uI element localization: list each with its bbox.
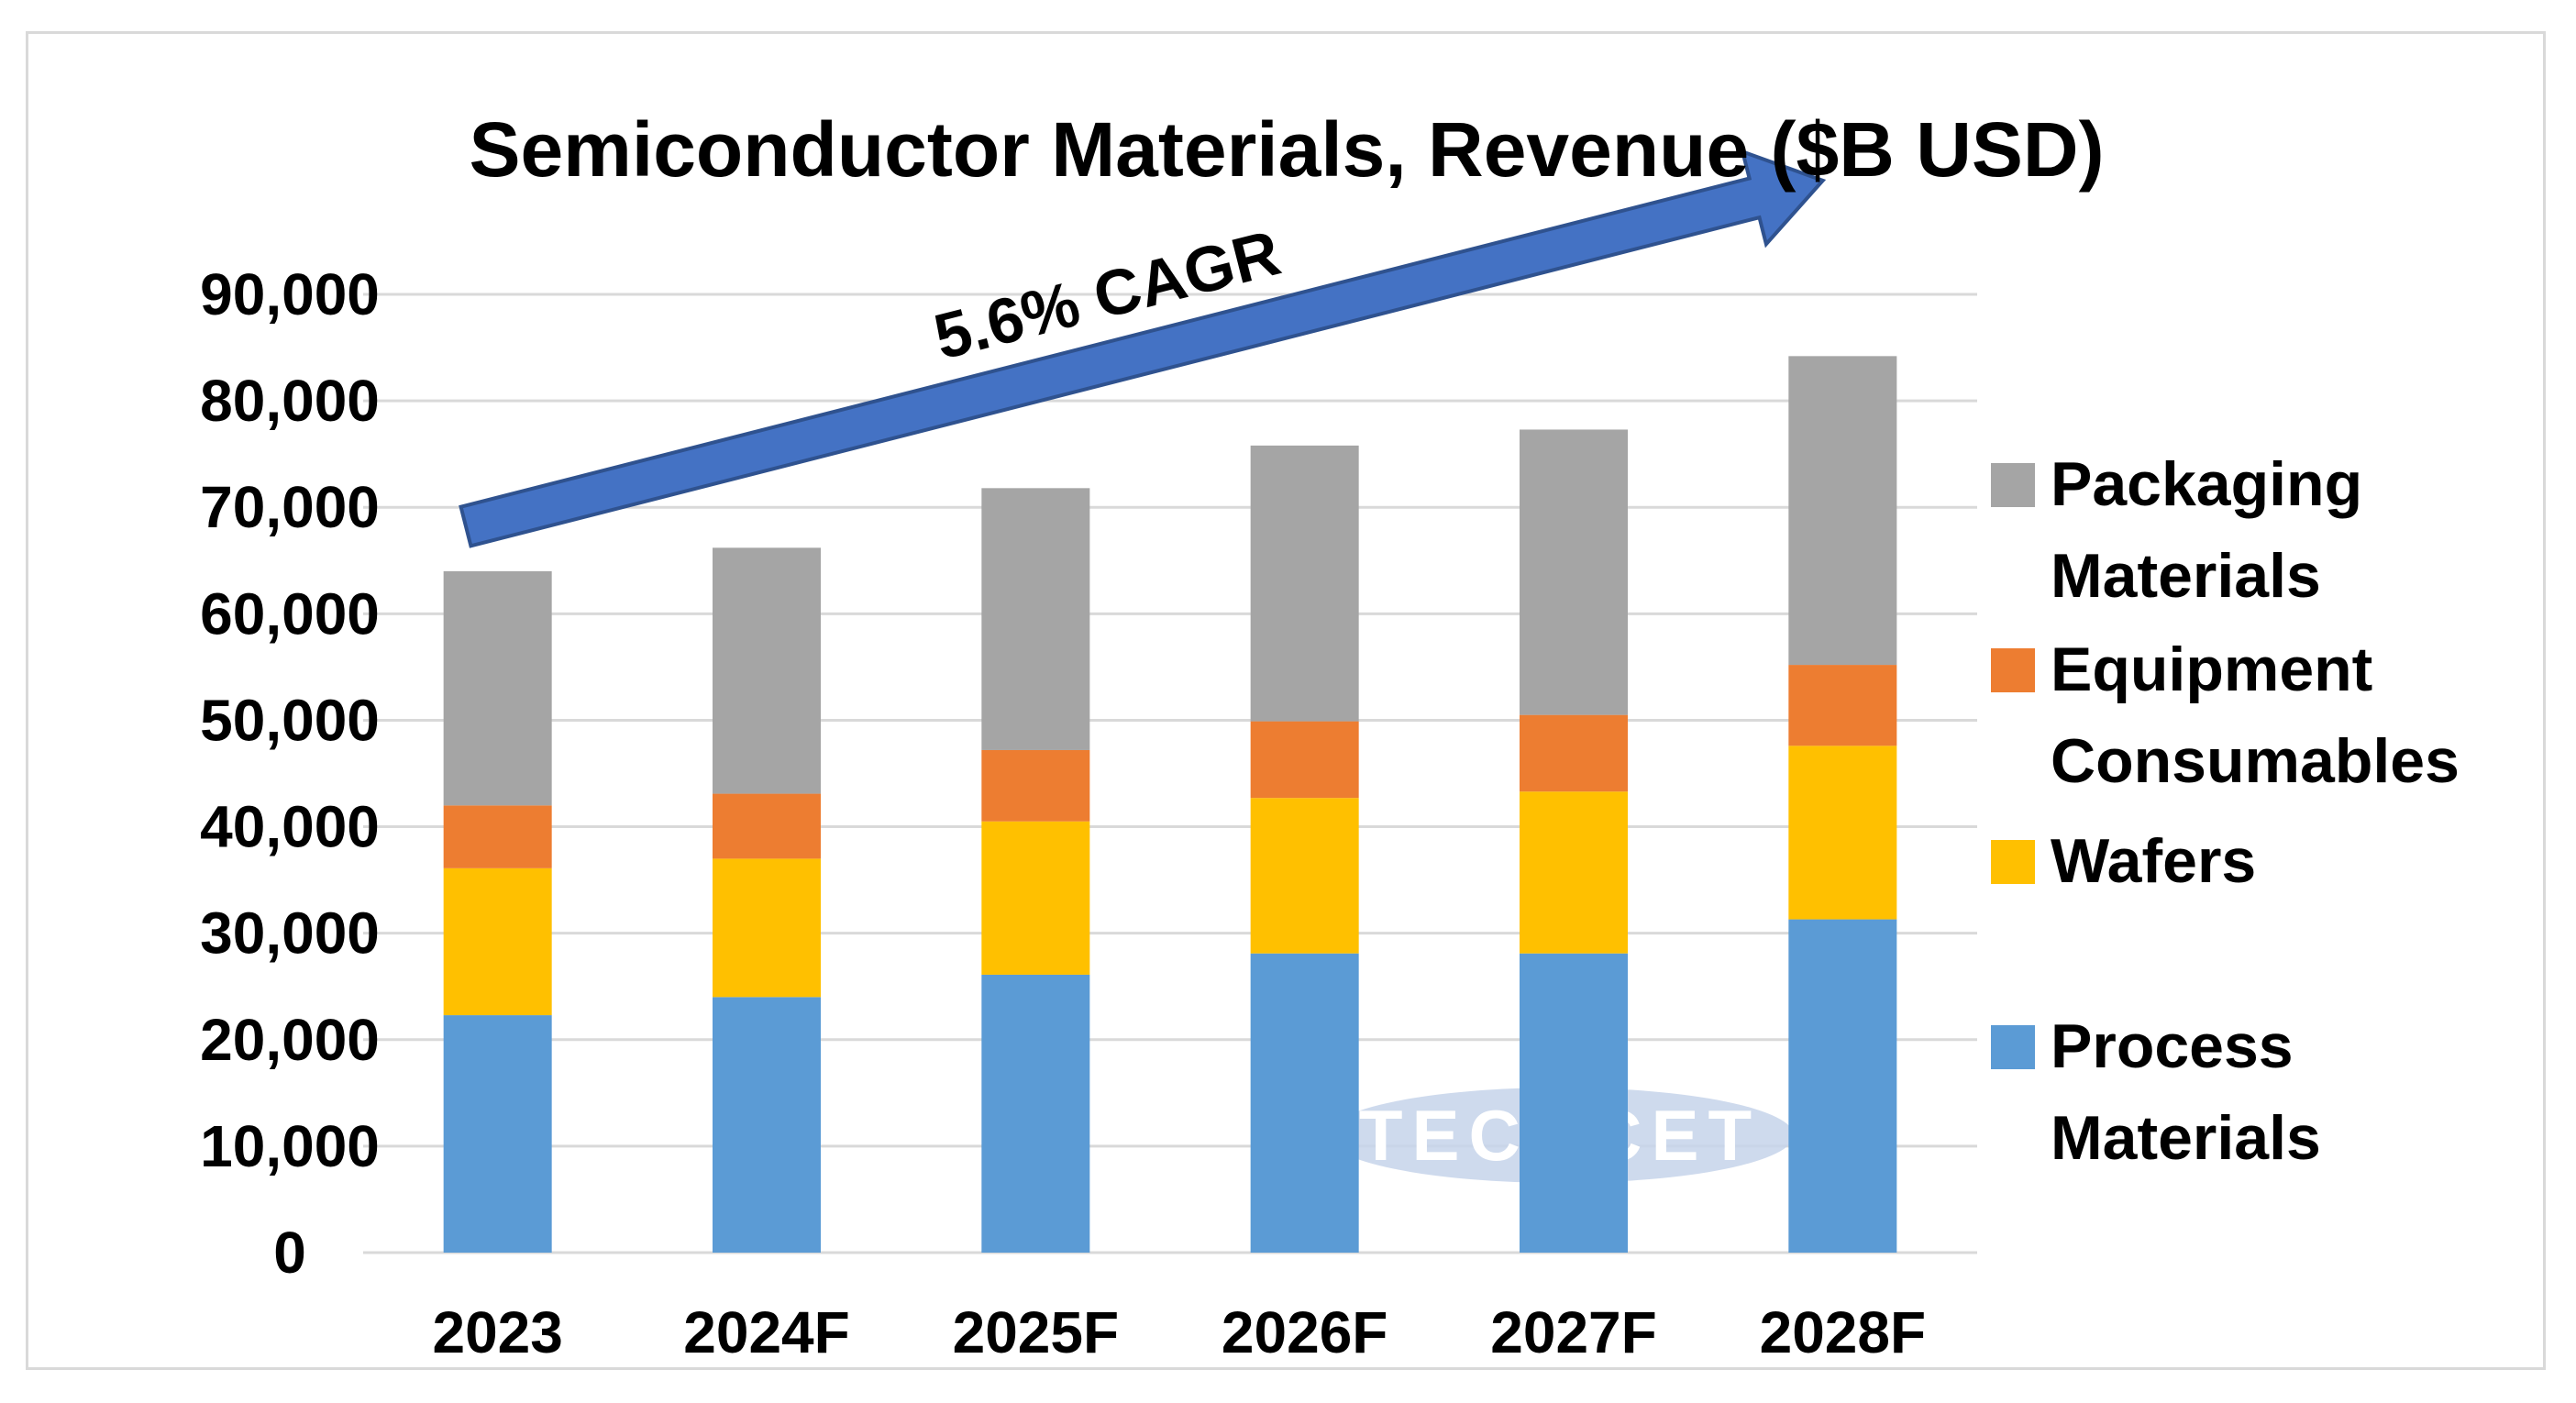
cagr-arrow-shape bbox=[459, 149, 1827, 548]
bar-segment bbox=[1788, 746, 1897, 920]
bar-segment bbox=[1520, 714, 1628, 792]
x-axis-labels: 2023 2024F 2025F 2026F 2027F 2028F bbox=[432, 1299, 1926, 1365]
x-tick-label: 2024F bbox=[683, 1299, 849, 1365]
bar-segment bbox=[443, 570, 552, 806]
bar-segment bbox=[1250, 953, 1359, 1253]
bar-segment bbox=[1520, 429, 1628, 715]
bar-segment bbox=[1788, 356, 1897, 666]
bar-segment bbox=[1250, 445, 1359, 722]
chart-title: Semiconductor Materials, Revenue ($B USD… bbox=[469, 106, 2104, 193]
y-tick-label: 40,000 bbox=[200, 794, 380, 860]
stacked-bars bbox=[443, 356, 1897, 1253]
bar-segment bbox=[1250, 798, 1359, 954]
bar-segment bbox=[713, 858, 821, 998]
legend: Packaging Materials Equipment Consumables Wa… bbox=[1991, 449, 2460, 1173]
x-tick-label: 2025F bbox=[953, 1299, 1119, 1365]
legend-label: Wafers bbox=[2051, 826, 2256, 896]
legend-swatch bbox=[1991, 648, 2035, 692]
bar-segment bbox=[981, 749, 1090, 822]
legend-label: Process Materials bbox=[2051, 1011, 2321, 1173]
bar-segment bbox=[981, 974, 1090, 1253]
bar-segment bbox=[1788, 919, 1897, 1253]
bar-segment bbox=[443, 867, 552, 1016]
bar-segment bbox=[443, 805, 552, 868]
y-tick-label: 10,000 bbox=[200, 1113, 380, 1179]
bar-segment bbox=[713, 997, 821, 1253]
bar-segment bbox=[1520, 791, 1628, 954]
y-tick-label: 20,000 bbox=[200, 1007, 380, 1073]
y-tick-label: 80,000 bbox=[200, 368, 380, 434]
legend-swatch bbox=[1991, 840, 2035, 884]
y-tick-label: 60,000 bbox=[200, 580, 380, 646]
gridlines bbox=[363, 293, 1977, 1254]
x-tick-label: 2023 bbox=[432, 1299, 562, 1365]
bar-segment bbox=[981, 488, 1090, 750]
y-tick-label: 0 bbox=[273, 1220, 306, 1286]
bar-segment bbox=[1250, 721, 1359, 799]
legend-label: Equipment Consumables bbox=[2051, 635, 2460, 796]
bar-segment bbox=[1520, 953, 1628, 1253]
y-tick-label: 30,000 bbox=[200, 900, 380, 967]
y-tick-label: 90,000 bbox=[200, 261, 380, 327]
y-axis-ticks: 0 10,000 20,000 30,000 40,000 50,000 60,000 70,… bbox=[200, 261, 380, 1286]
bar-segment bbox=[443, 1015, 552, 1253]
x-tick-label: 2026F bbox=[1222, 1299, 1388, 1365]
x-tick-label: 2027F bbox=[1490, 1299, 1656, 1365]
legend-swatch bbox=[1991, 1025, 2035, 1069]
chart-frame: 0 10,000 20,000 30,000 40,000 50,000 60,000 70,… bbox=[26, 31, 2546, 1370]
legend-label: Packaging Materials bbox=[2051, 449, 2362, 611]
legend-swatch bbox=[1991, 463, 2035, 507]
bar-segment bbox=[1788, 665, 1897, 746]
x-tick-label: 2028F bbox=[1760, 1299, 1926, 1365]
bar-segment bbox=[713, 793, 821, 859]
chart-canvas: 0 10,000 20,000 30,000 40,000 50,000 60,000 70,… bbox=[200, 106, 2460, 1365]
bar-segment bbox=[713, 547, 821, 794]
y-tick-label: 50,000 bbox=[200, 687, 380, 753]
bar-segment bbox=[981, 821, 1090, 975]
y-tick-label: 70,000 bbox=[200, 474, 380, 540]
